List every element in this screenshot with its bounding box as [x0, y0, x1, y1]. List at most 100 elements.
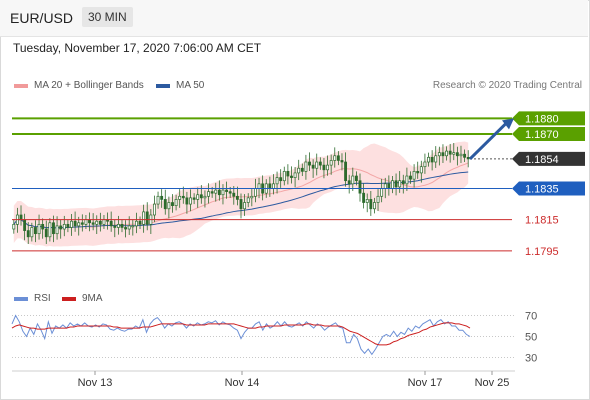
- candle: [463, 149, 467, 163]
- candle: [207, 183, 210, 204]
- candle-body: [196, 194, 200, 200]
- candle: [246, 193, 250, 208]
- level-label-1.1870: 1.1870: [525, 129, 559, 141]
- level-tag-1.1835: 1.1835: [512, 181, 585, 196]
- candle: [70, 214, 73, 236]
- candle-body: [134, 220, 138, 227]
- candle-body: [239, 199, 243, 210]
- candle: [369, 190, 373, 216]
- candle: [365, 193, 369, 213]
- candle-body: [207, 191, 210, 197]
- candle-body: [308, 161, 311, 166]
- candle: [30, 222, 34, 242]
- candle: [243, 194, 247, 216]
- candle-body: [463, 153, 467, 158]
- legend-rsi: RSI: [14, 293, 51, 304]
- candle-body: [217, 189, 221, 196]
- candle-body: [358, 180, 362, 194]
- candle-body: [225, 189, 229, 192]
- candle-body: [160, 195, 164, 200]
- candle-body: [459, 153, 463, 157]
- candle-body: [48, 222, 52, 238]
- candle-body: [26, 230, 30, 238]
- candle-body: [52, 222, 55, 235]
- candle-body: [333, 155, 337, 161]
- candle: [434, 146, 438, 168]
- candle: [37, 214, 41, 240]
- candle-body: [354, 175, 358, 182]
- candle: [138, 216, 142, 230]
- candle: [80, 214, 84, 232]
- candle: [145, 202, 149, 231]
- candle-body: [243, 202, 247, 210]
- rsi-line: [11, 314, 471, 356]
- candle: [34, 220, 37, 243]
- candle-body: [171, 202, 174, 206]
- candle: [66, 219, 70, 233]
- candle-body: [423, 161, 427, 168]
- x-tick-label-Nov 13: Nov 13: [78, 377, 113, 389]
- candle-body: [441, 152, 445, 157]
- candle: [322, 157, 326, 179]
- candle-body: [279, 177, 283, 182]
- candle-body: [347, 180, 351, 185]
- candle-body: [376, 195, 380, 203]
- candle-body: [329, 160, 333, 166]
- candle-body: [452, 152, 456, 155]
- level-label-1.1795: 1.1795: [525, 246, 559, 258]
- candle: [217, 180, 221, 201]
- candle-body: [419, 166, 423, 174]
- candle: [203, 190, 207, 208]
- candle-body: [95, 220, 99, 225]
- candle-body: [80, 222, 84, 225]
- candle: [160, 189, 164, 208]
- x-tick-label-Nov 17: Nov 17: [408, 377, 443, 389]
- candle: [318, 157, 322, 170]
- candle: [315, 153, 319, 176]
- timeframe-badge[interactable]: 30 MIN: [82, 7, 133, 27]
- candle-body: [373, 202, 376, 210]
- candle-body: [127, 225, 131, 230]
- candle-body: [37, 223, 41, 235]
- candle: [362, 183, 366, 209]
- candle-body: [77, 222, 81, 227]
- candle-body: [232, 192, 236, 197]
- candle: [95, 215, 99, 235]
- candle-body: [268, 183, 272, 189]
- candle-body: [401, 180, 405, 185]
- legend-swatch-ma20: [14, 83, 28, 88]
- candle-body: [228, 191, 232, 194]
- candle: [427, 152, 430, 167]
- candle: [286, 164, 290, 185]
- candle: [448, 143, 452, 163]
- rsi-ma-line: [11, 322, 471, 346]
- candle: [401, 174, 405, 194]
- candle: [232, 186, 236, 205]
- candle: [250, 189, 254, 207]
- x-tick-label-Nov 25: Nov 25: [475, 377, 510, 389]
- candle-body: [98, 220, 102, 225]
- candle: [430, 150, 434, 171]
- legend-label-ma50: MA 50: [176, 80, 205, 91]
- candle-body: [192, 197, 196, 200]
- candle-body: [235, 195, 239, 200]
- candle: [351, 167, 355, 191]
- candle-body: [318, 161, 322, 166]
- candle-body: [405, 175, 409, 185]
- candle: [91, 213, 95, 231]
- candle: [437, 146, 441, 166]
- candle-body: [282, 171, 286, 182]
- candle: [423, 153, 427, 174]
- candle-body: [23, 219, 27, 231]
- candle: [167, 196, 171, 219]
- candle-body: [153, 203, 156, 216]
- candle: [153, 195, 156, 223]
- candle: [358, 173, 362, 202]
- candle: [142, 204, 146, 233]
- candle-body: [315, 161, 319, 169]
- candle: [41, 218, 45, 239]
- candle-body: [84, 219, 88, 225]
- candle: [282, 166, 286, 186]
- level-tag-1.1880: 1.1880: [512, 111, 585, 126]
- candle-body: [434, 155, 438, 163]
